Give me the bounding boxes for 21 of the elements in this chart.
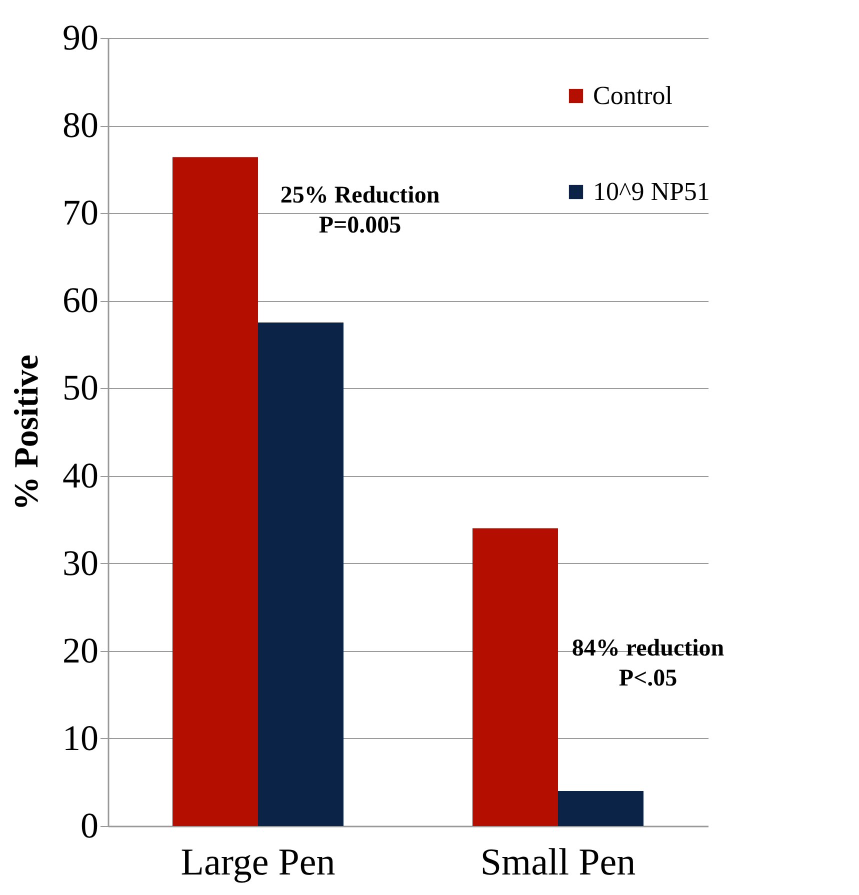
x-tick-label: Large Pen (180, 842, 336, 884)
y-tick-label: 20 (62, 630, 98, 670)
bar (258, 322, 344, 826)
legend-label: Control (593, 81, 672, 110)
y-tick-label: 90 (62, 18, 98, 58)
bar (558, 790, 644, 826)
y-tick-label: 80 (62, 105, 98, 146)
bar (472, 528, 558, 826)
y-tick-label: 10 (62, 718, 98, 758)
bar (172, 157, 258, 826)
y-tick-label: 60 (62, 280, 98, 320)
y-tick-label: 30 (62, 542, 98, 583)
y-tick-label: 0 (80, 806, 98, 846)
x-tick-label: Small Pen (480, 842, 636, 884)
y-tick-label: 40 (62, 455, 98, 496)
y-tick-label: 50 (62, 368, 98, 408)
annotation: 84% reduction P<.05 (572, 636, 724, 692)
y-tick-label: 70 (62, 192, 98, 233)
annotation: 25% Reduction P=0.005 (280, 182, 440, 239)
y-axis-title: % Positive (8, 354, 46, 510)
legend-label: 10^9 NP51 (593, 177, 710, 206)
